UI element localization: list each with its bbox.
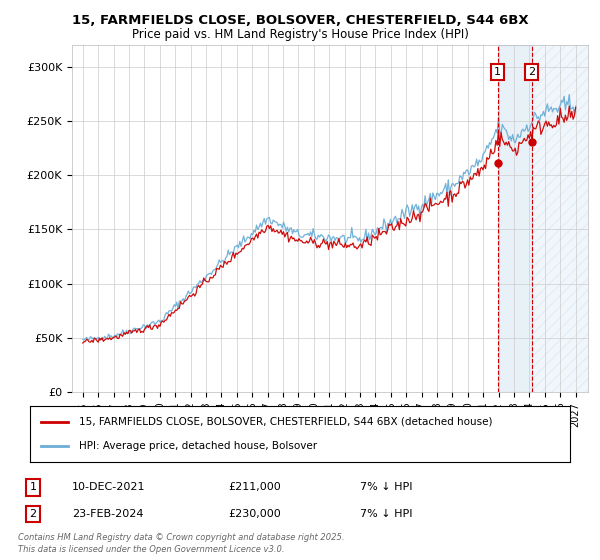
Text: 2: 2 xyxy=(528,67,535,77)
Text: £230,000: £230,000 xyxy=(228,509,281,519)
Text: HPI: Average price, detached house, Bolsover: HPI: Average price, detached house, Bols… xyxy=(79,441,317,451)
Text: 10-DEC-2021: 10-DEC-2021 xyxy=(72,482,146,492)
Text: This data is licensed under the Open Government Licence v3.0.: This data is licensed under the Open Gov… xyxy=(18,545,284,554)
Text: 1: 1 xyxy=(29,482,37,492)
Text: 2: 2 xyxy=(29,509,37,519)
Text: 7% ↓ HPI: 7% ↓ HPI xyxy=(360,482,413,492)
Text: 23-FEB-2024: 23-FEB-2024 xyxy=(72,509,143,519)
Text: 15, FARMFIELDS CLOSE, BOLSOVER, CHESTERFIELD, S44 6BX (detached house): 15, FARMFIELDS CLOSE, BOLSOVER, CHESTERF… xyxy=(79,417,492,427)
Text: 15, FARMFIELDS CLOSE, BOLSOVER, CHESTERFIELD, S44 6BX: 15, FARMFIELDS CLOSE, BOLSOVER, CHESTERF… xyxy=(71,14,529,27)
Text: 7% ↓ HPI: 7% ↓ HPI xyxy=(360,509,413,519)
Bar xyxy=(532,45,588,392)
Text: 1: 1 xyxy=(494,67,501,77)
Text: Price paid vs. HM Land Registry's House Price Index (HPI): Price paid vs. HM Land Registry's House … xyxy=(131,28,469,41)
Bar xyxy=(498,45,532,392)
Text: £211,000: £211,000 xyxy=(228,482,281,492)
Text: Contains HM Land Registry data © Crown copyright and database right 2025.: Contains HM Land Registry data © Crown c… xyxy=(18,533,344,542)
